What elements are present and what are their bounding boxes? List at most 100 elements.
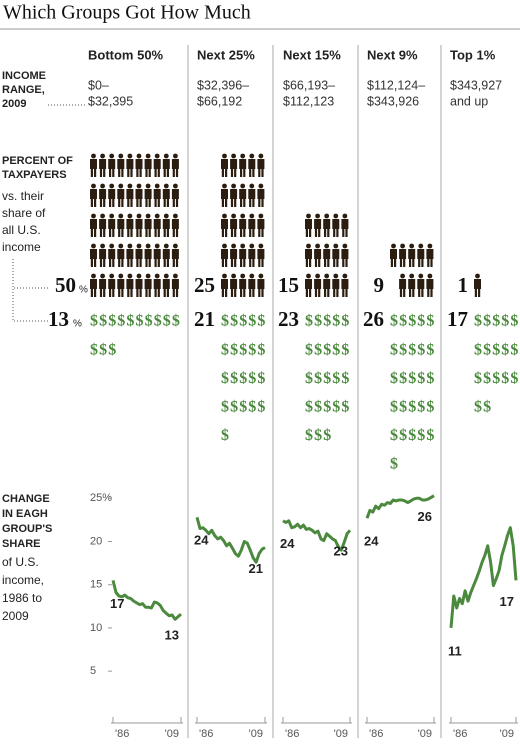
icon-leg xyxy=(154,168,157,177)
dollar-icon: $ xyxy=(90,313,98,330)
dollar-icon: $ xyxy=(501,313,509,330)
icon-head xyxy=(222,273,227,279)
taxpayer-pictogram xyxy=(305,213,349,297)
icon-leg xyxy=(112,288,115,297)
icon-head xyxy=(240,243,246,249)
icon-leg xyxy=(121,198,124,207)
icon-leg xyxy=(252,228,255,237)
icon-body xyxy=(341,219,349,229)
row-label: 2009 xyxy=(2,609,29,623)
icon-leg xyxy=(118,288,121,297)
icon-leg xyxy=(163,168,166,177)
person-icon xyxy=(153,183,161,207)
person-icon xyxy=(153,153,161,177)
icon-head xyxy=(333,213,339,219)
icon-body xyxy=(408,279,416,289)
dollar-icon: $ xyxy=(417,427,425,444)
icon-leg xyxy=(166,288,169,297)
icon-leg xyxy=(261,198,264,207)
icon-body xyxy=(239,279,247,289)
icon-leg xyxy=(221,288,224,297)
dollar-icon: $ xyxy=(248,313,256,330)
icon-leg xyxy=(324,288,327,297)
x-tick-label: '86 xyxy=(115,728,129,740)
icon-head xyxy=(333,243,339,249)
person-icon xyxy=(408,273,416,297)
icon-leg xyxy=(157,198,160,207)
dollar-icon: $ xyxy=(314,398,322,415)
icon-leg xyxy=(430,258,433,267)
icon-head xyxy=(163,213,169,219)
icon-body xyxy=(408,249,416,259)
person-icon xyxy=(230,273,238,297)
dollar-icon: $ xyxy=(390,313,398,330)
dollar-icon: $ xyxy=(474,341,482,358)
icon-leg xyxy=(166,258,169,267)
icon-leg xyxy=(230,228,234,237)
dollar-icon: $ xyxy=(314,427,322,444)
icon-head xyxy=(109,183,115,189)
person-icon xyxy=(153,213,161,237)
icon-leg xyxy=(305,228,308,237)
person-icon xyxy=(126,153,134,177)
icon-body xyxy=(153,189,161,199)
percent-sign: % xyxy=(79,285,88,296)
icon-head xyxy=(249,273,255,279)
icon-body xyxy=(99,159,107,169)
income-pictogram: $ $ $ $ $ $ $ $ $ $$ $ $ xyxy=(90,313,180,359)
person-icon xyxy=(248,243,256,267)
icon-leg xyxy=(427,258,430,267)
icon-leg xyxy=(172,198,175,207)
icon-leg xyxy=(403,288,406,297)
dollar-icon: $ xyxy=(390,427,398,444)
person-icon xyxy=(117,243,125,267)
dollar-icon: $ xyxy=(99,313,107,330)
icon-leg xyxy=(145,168,148,177)
icon-body xyxy=(390,249,397,259)
dollar-icon: $ xyxy=(230,398,238,415)
icon-leg xyxy=(90,168,93,177)
income-pictogram: $ $ $ $ $$ $ $ $ $$ $ $ $ $$ $ xyxy=(474,313,518,416)
icon-leg xyxy=(327,258,330,267)
person-icon xyxy=(90,243,97,267)
icon-leg xyxy=(166,198,169,207)
x-tick-label: '09 xyxy=(334,728,348,740)
icon-body xyxy=(171,279,179,289)
icon-body xyxy=(171,159,179,169)
dollar-icon: $ xyxy=(136,313,144,330)
icon-leg xyxy=(139,168,142,177)
icon-leg xyxy=(345,228,348,237)
icon-head xyxy=(154,243,160,249)
icon-body xyxy=(117,249,125,259)
dollar-icon: $ xyxy=(248,341,256,358)
y-tick-label: 15 xyxy=(90,579,102,591)
icon-leg xyxy=(327,228,330,237)
icon-body xyxy=(99,219,107,229)
person-icon xyxy=(221,183,228,207)
icon-head xyxy=(145,153,151,159)
icon-leg xyxy=(166,168,169,177)
icon-body xyxy=(108,279,116,289)
icon-head xyxy=(163,183,169,189)
icon-body xyxy=(230,249,238,259)
icon-body xyxy=(99,279,107,289)
dollar-icon: $ xyxy=(417,313,425,330)
icon-body xyxy=(323,219,331,229)
icon-body xyxy=(257,219,265,229)
icon-leg xyxy=(139,288,142,297)
icon-body xyxy=(248,249,256,259)
dollar-icon: $ xyxy=(341,398,349,415)
dollar-icon: $ xyxy=(408,427,416,444)
icon-leg xyxy=(409,288,412,297)
icon-head xyxy=(240,153,246,159)
dollar-icon: $ xyxy=(426,427,434,444)
icon-leg xyxy=(230,198,234,207)
dollar-icon: $ xyxy=(341,341,349,358)
person-icon xyxy=(314,243,322,267)
icon-leg xyxy=(249,198,252,207)
icon-leg xyxy=(252,258,255,267)
icon-leg xyxy=(109,228,112,237)
income-pictogram: $ $ $ $ $$ $ $ $ $$ $ $ $ $$ $ $ $ $$ $ $ xyxy=(305,313,349,444)
icon-leg xyxy=(243,228,246,237)
icon-body xyxy=(135,189,143,199)
